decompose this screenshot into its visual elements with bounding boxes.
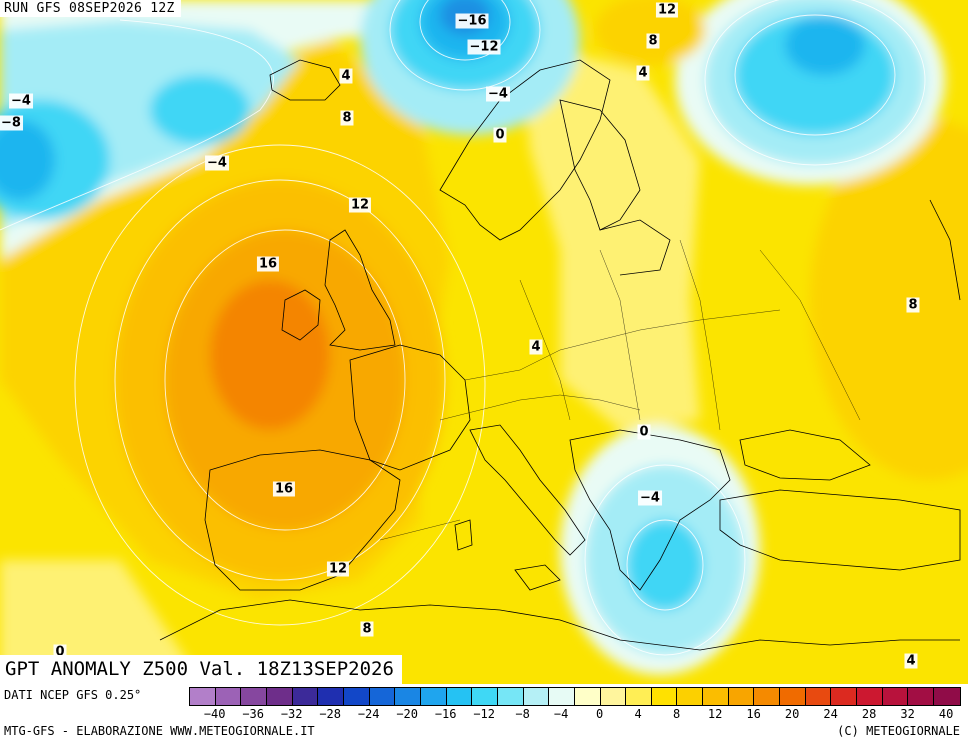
color-swatch <box>190 688 216 705</box>
contour-label: 8 <box>646 33 660 49</box>
color-scale-tick: 12 <box>707 707 723 721</box>
contour-label: 0 <box>637 424 651 440</box>
color-swatch <box>882 688 909 705</box>
data-source: DATI NCEP GFS 0.25° <box>4 688 142 702</box>
color-scale-tick: −16 <box>434 707 457 721</box>
color-scale-tick: 16 <box>746 707 761 721</box>
credit-right: (C) METEOGIORNALE <box>837 724 960 738</box>
contour-label: 4 <box>636 65 650 81</box>
color-swatch <box>241 688 267 705</box>
color-swatch <box>831 688 858 705</box>
color-scale-tick: −8 <box>515 707 530 721</box>
contour-label: 0 <box>493 127 507 143</box>
color-scale-tick: −24 <box>357 707 380 721</box>
footer: DATI NCEP GFS 0.25° −40 −36 −32 −28 −24 −20 −1… <box>0 684 968 745</box>
color-scale-tick: −12 <box>473 707 495 721</box>
color-swatch <box>318 688 344 705</box>
color-swatch <box>703 688 729 705</box>
color-swatch <box>857 688 883 705</box>
contour-label: 4 <box>339 68 353 84</box>
color-scale-tick: 8 <box>673 707 681 721</box>
color-swatch <box>497 688 524 705</box>
contour-label: 4 <box>529 339 543 355</box>
contour-label: −12 <box>467 39 501 55</box>
contour-label: 12 <box>348 197 372 213</box>
contour-label: 16 <box>256 256 280 272</box>
color-swatch <box>780 688 806 705</box>
contour-label: −4 <box>638 490 662 506</box>
color-swatch <box>395 688 421 705</box>
ridge-20 <box>210 280 330 430</box>
color-scale-tick: 24 <box>823 707 838 721</box>
color-scale-tick: −4 <box>553 707 569 721</box>
map-canvas <box>0 0 968 684</box>
run-label: RUN GFS 08SEP2026 12Z <box>0 0 181 17</box>
color-swatch <box>420 688 447 705</box>
pale-zone-sw <box>0 560 200 680</box>
contour-label: −4 <box>486 86 510 102</box>
color-swatch <box>369 688 396 705</box>
ne-low-12 <box>785 15 865 75</box>
color-swatch <box>600 688 627 705</box>
contour-label: 8 <box>360 621 374 637</box>
color-swatch <box>472 688 498 705</box>
color-scale-tick: −40 <box>203 707 226 721</box>
color-swatch <box>908 688 935 705</box>
color-scale-tick: 20 <box>784 707 800 721</box>
contour-label: −4 <box>205 155 229 171</box>
color-swatch <box>343 688 370 705</box>
contour-label: −4 <box>9 93 33 109</box>
color-scale-tick: −28 <box>319 707 341 721</box>
color-swatch <box>266 688 293 705</box>
color-scale-ticks: −40 −36 −32 −28 −24 −20 −16 −12 −8 −4 0 4 8 12 16 20 24 2… <box>189 707 959 721</box>
contour-label: 4 <box>904 653 918 669</box>
pale-zone-central-europe <box>520 40 700 430</box>
color-swatch <box>728 688 755 705</box>
credit-left: MTG-GFS - ELABORAZIONE WWW.METEOGIORNALE… <box>4 724 315 738</box>
color-swatch <box>446 688 473 705</box>
color-scale-tick: −36 <box>242 707 264 721</box>
balkan-low-8 <box>627 520 703 610</box>
east-warm <box>810 120 968 480</box>
anomaly-map <box>0 0 968 684</box>
color-swatch <box>574 688 601 705</box>
contour-label: 12 <box>655 2 679 18</box>
contour-label: 16 <box>272 481 296 497</box>
color-swatch <box>934 688 960 705</box>
color-swatch <box>292 688 319 705</box>
color-swatch <box>523 688 550 705</box>
color-scale-tick: 40 <box>938 707 954 721</box>
color-scale-tick: −20 <box>396 707 418 721</box>
color-scale-tick: 32 <box>900 707 915 721</box>
contour-label: 8 <box>340 110 354 126</box>
color-scale <box>189 687 961 706</box>
color-swatch <box>215 688 242 705</box>
color-swatch <box>549 688 575 705</box>
nw-trough-12 <box>0 120 55 200</box>
color-swatch <box>626 688 652 705</box>
color-scale-tick: 4 <box>634 707 642 721</box>
contour-label: −8 <box>0 115 23 131</box>
borders <box>379 239 861 541</box>
contour-label: −16 <box>455 13 489 29</box>
contour-label: 12 <box>326 561 350 577</box>
color-scale-tick: −32 <box>280 707 303 721</box>
coastlines <box>159 59 961 651</box>
map-title: GPT ANOMALY Z500 Val. 18Z13SEP2026 <box>0 655 402 684</box>
color-scale-tick: 28 <box>861 707 877 721</box>
nw-trough-8b <box>150 75 250 145</box>
color-swatch <box>651 688 678 705</box>
color-scale-tick: 0 <box>596 707 604 721</box>
isolines <box>0 0 926 656</box>
color-swatch <box>805 688 832 705</box>
contour-label: 8 <box>906 297 920 313</box>
color-swatch <box>754 688 781 705</box>
color-swatch <box>677 688 704 705</box>
